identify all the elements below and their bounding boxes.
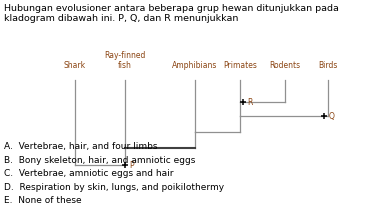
Text: Hubungan evolusioner antara beberapa grup hewan ditunjukkan pada: Hubungan evolusioner antara beberapa gru… <box>4 4 339 13</box>
Text: A.  Vertebrae, hair, and four limbs: A. Vertebrae, hair, and four limbs <box>4 142 157 151</box>
Text: Primates: Primates <box>223 61 257 70</box>
Text: Birds: Birds <box>318 61 338 70</box>
Text: D.  Respiration by skin, lungs, and poikilothermy: D. Respiration by skin, lungs, and poiki… <box>4 183 224 192</box>
Text: Amphibians: Amphibians <box>172 61 218 70</box>
Text: E.  None of these: E. None of these <box>4 196 82 205</box>
Text: Ray-finned
fish: Ray-finned fish <box>104 51 146 70</box>
Text: Q: Q <box>329 112 335 121</box>
Text: R: R <box>247 97 252 106</box>
Text: C.  Vertebrae, amniotic eggs and hair: C. Vertebrae, amniotic eggs and hair <box>4 169 173 178</box>
Text: Shark: Shark <box>64 61 86 70</box>
Text: P: P <box>129 161 134 169</box>
Text: Rodents: Rodents <box>269 61 301 70</box>
Text: B.  Bony skeleton, hair, and amniotic eggs: B. Bony skeleton, hair, and amniotic egg… <box>4 156 195 165</box>
Text: kladogram dibawah ini. P, Q, dan R menunjukkan: kladogram dibawah ini. P, Q, dan R menun… <box>4 14 238 23</box>
